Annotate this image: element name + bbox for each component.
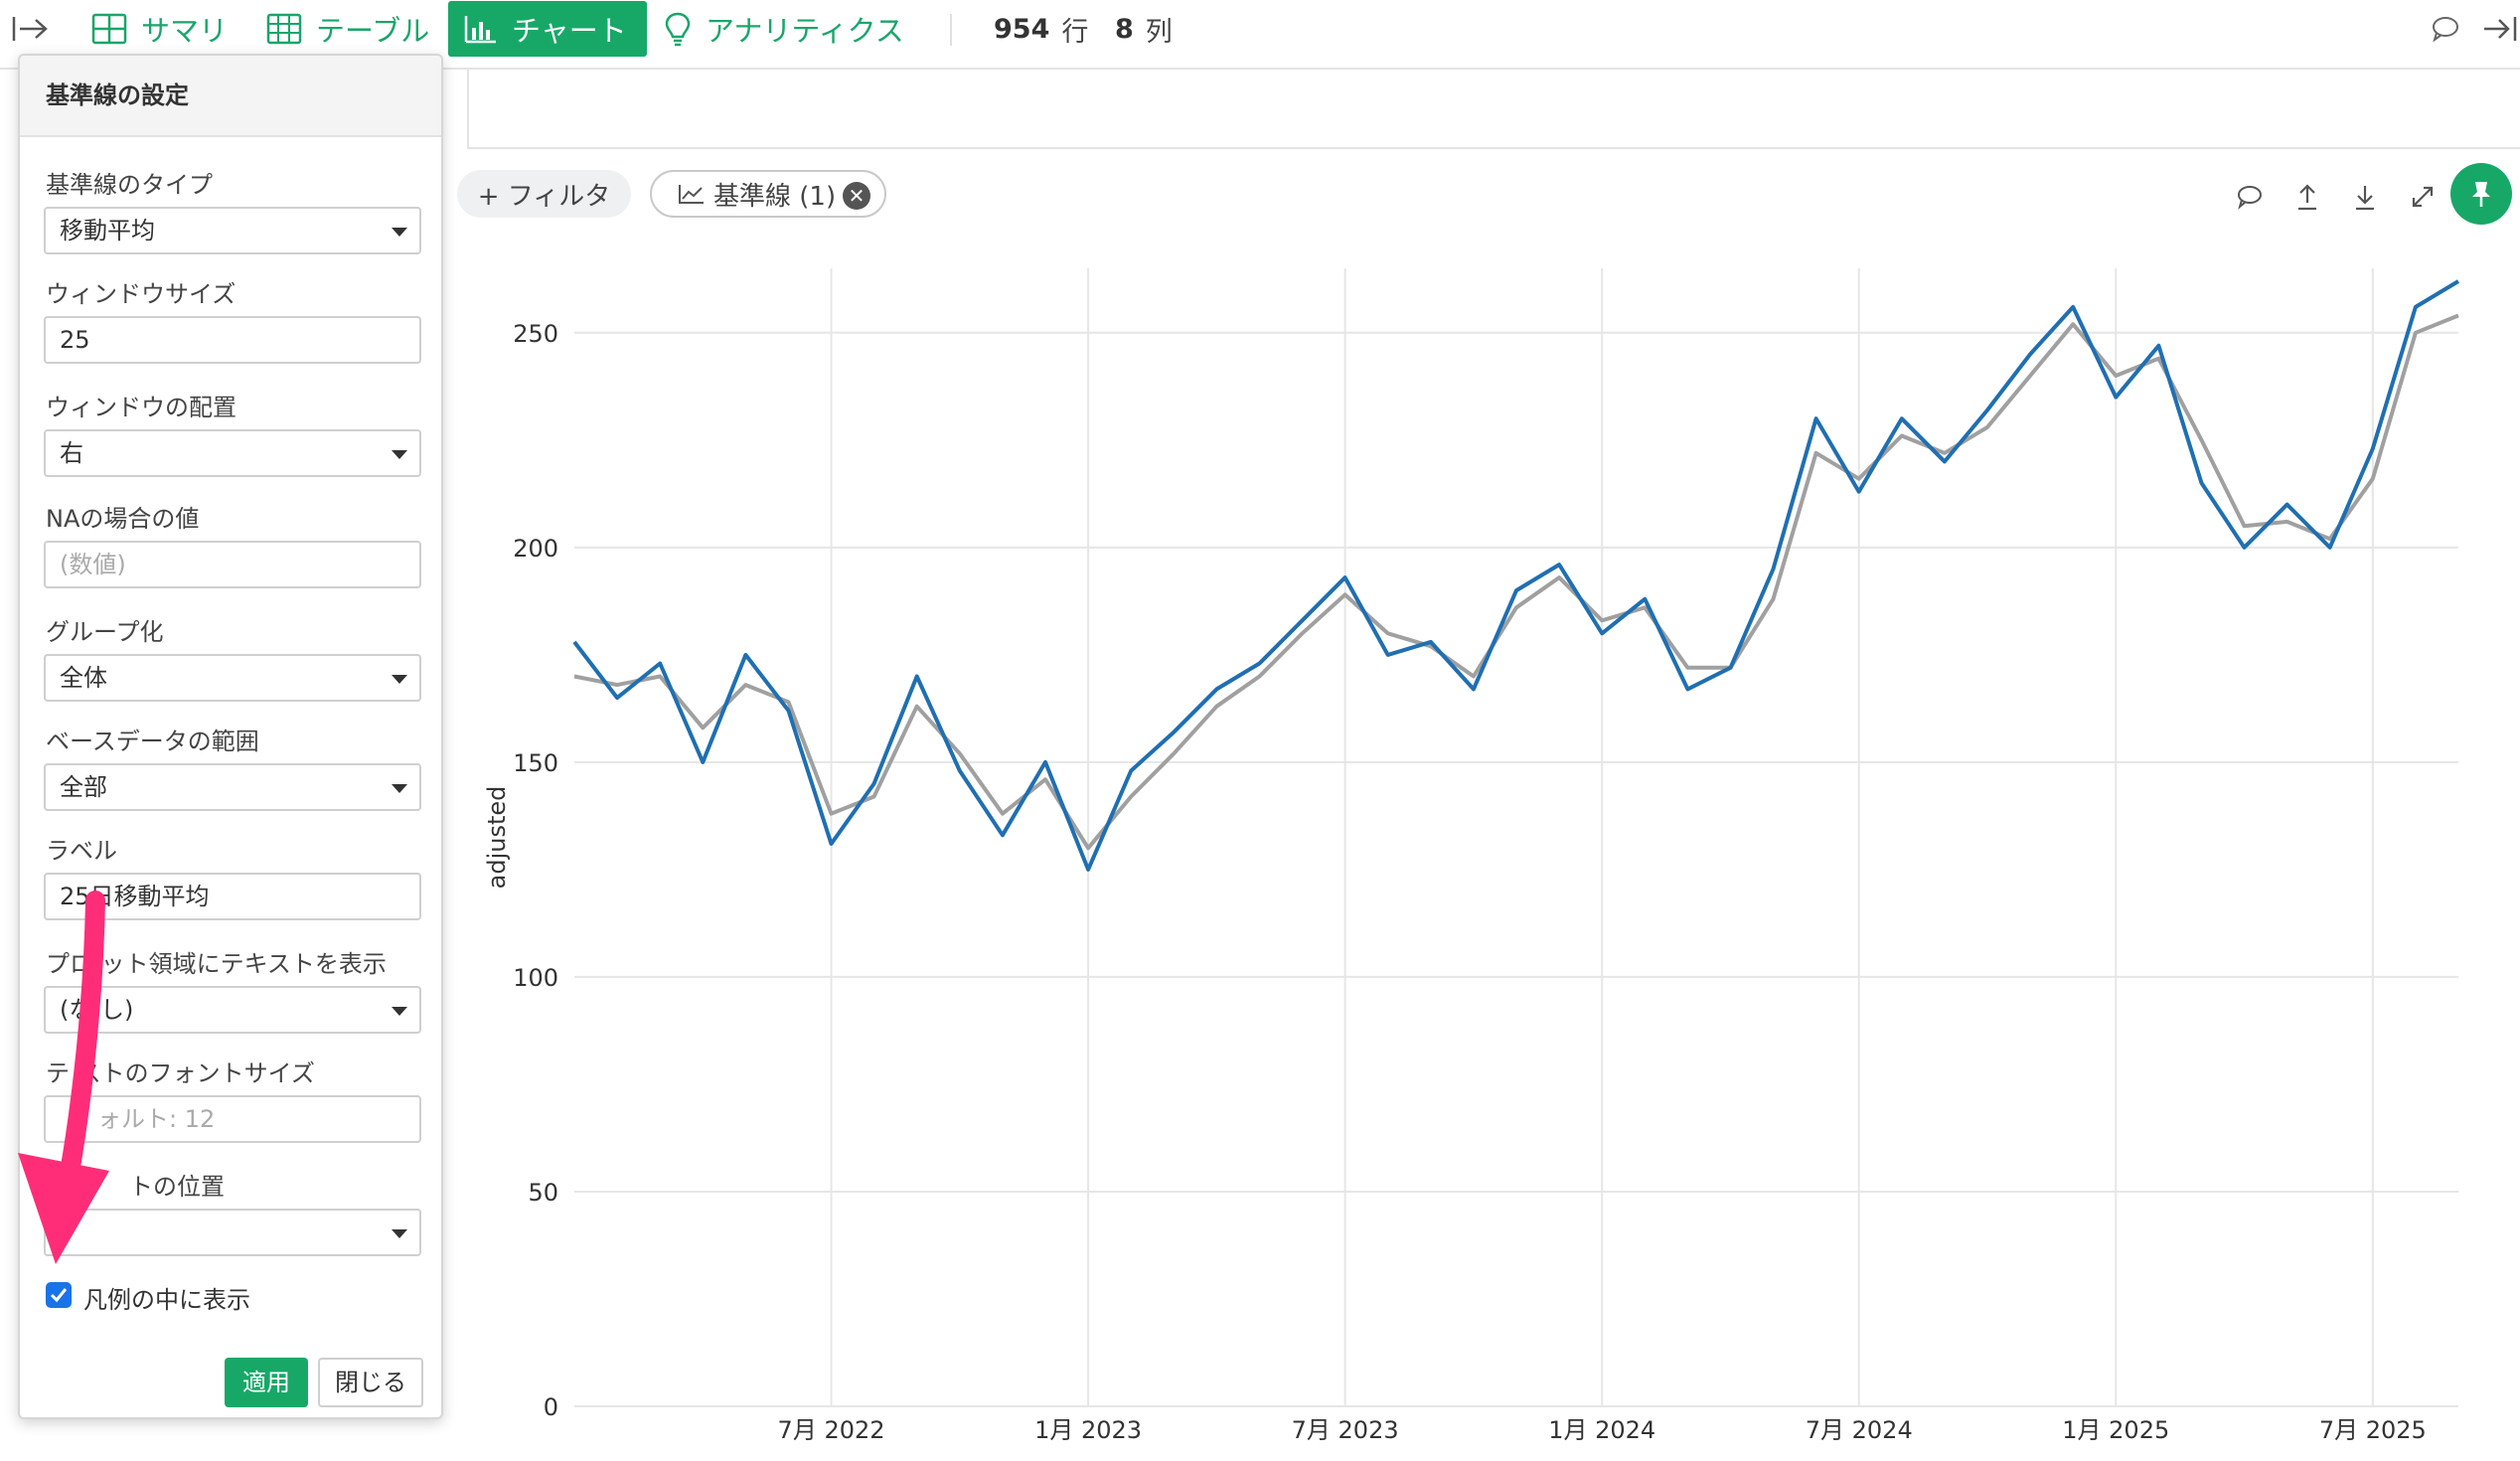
line-chart: 0 50 100 150 200 250 7月 2022 1月 2023 7月 2023 1月 2… — [483, 268, 2460, 1444]
add-filter-label: + フィルタ — [477, 181, 611, 212]
field-label-line-type: 基準線のタイプ — [46, 171, 213, 199]
tab-analytics-label: アナリティクス — [706, 14, 904, 48]
collapse-sidebar-icon[interactable] — [12, 0, 50, 58]
window-align-select[interactable]: 右 — [44, 429, 421, 477]
tab-table-label: テーブル — [316, 14, 430, 48]
adjusted-series-line — [572, 279, 2460, 872]
x-tick-label: 7月 2025 — [2319, 1416, 2427, 1444]
tab-summary-label: サマリ — [141, 14, 229, 48]
remove-chip-icon[interactable]: ✕ — [843, 182, 870, 210]
window-size-input[interactable]: 25 — [44, 316, 421, 364]
lightbulb-icon — [664, 11, 692, 47]
field-label-na-value: NAの場合の値 — [46, 505, 200, 533]
line-type-value: 移動平均 — [60, 217, 155, 244]
reference-line-chip[interactable]: 基準線 (1) ✕ — [650, 170, 886, 218]
comment-icon[interactable] — [2431, 0, 2460, 58]
row-count-value: 954 — [994, 13, 1050, 45]
y-axis-label: adjusted — [483, 786, 511, 890]
na-value-placeholder: (数値) — [60, 551, 126, 578]
column-count-value: 8 — [1115, 13, 1134, 45]
x-tick-label: 7月 2024 — [1806, 1416, 1913, 1444]
tab-table[interactable]: テーブル — [266, 0, 429, 58]
field-label-font-size: テ ストのフォントサイズ — [46, 1059, 315, 1087]
pin-icon — [2468, 179, 2494, 209]
table-icon — [266, 13, 302, 45]
window-align-value: 右 — [60, 439, 83, 467]
label-value: 25日移動平均 — [60, 883, 210, 910]
row-count: 954 行 — [994, 0, 1088, 58]
show-in-legend-label: 凡例の中に表示 — [83, 1286, 250, 1314]
y-tick-label: 100 — [513, 964, 558, 992]
chevron-down-icon — [392, 675, 407, 684]
y-tick-label: 200 — [513, 535, 558, 563]
fullscreen-icon[interactable] — [2405, 179, 2441, 215]
grouping-value: 全体 — [60, 664, 107, 692]
na-value-input[interactable]: (数値) — [44, 541, 421, 588]
line-chart-icon — [678, 183, 706, 205]
close-button[interactable]: 閉じる — [318, 1358, 423, 1407]
panel-title: 基準線の設定 — [20, 56, 441, 137]
checkmark-icon — [49, 1286, 69, 1304]
reference-line-settings-panel: 基準線の設定 基準線のタイプ 移動平均 ウィンドウサイズ 25 ウィンドウの配置… — [18, 54, 443, 1419]
field-label-window-align: ウィンドウの配置 — [46, 394, 236, 421]
field-label-label: ラベル — [46, 837, 117, 865]
window-size-value: 25 — [60, 326, 90, 354]
chevron-down-icon — [392, 1007, 407, 1016]
x-tick-label: 1月 2025 — [2062, 1416, 2169, 1444]
y-tick-label: 50 — [528, 1179, 558, 1207]
tab-strip-border — [467, 147, 2520, 149]
font-size-placeholder: ォルト: 12 — [97, 1105, 216, 1133]
line-type-select[interactable]: 移動平均 — [44, 207, 421, 254]
toolbar-divider — [950, 14, 952, 46]
label-input[interactable]: 25日移動平均 — [44, 873, 421, 920]
y-tick-label: 150 — [513, 749, 558, 777]
base-range-select[interactable]: 全部 — [44, 763, 421, 811]
field-label-grouping: グループ化 — [46, 618, 164, 646]
reference-line-chip-label: 基準線 (1) — [713, 181, 837, 212]
expand-panel-icon[interactable] — [2482, 0, 2518, 58]
field-label-window-size: ウィンドウサイズ — [46, 280, 236, 308]
base-range-value: 全部 — [60, 773, 107, 801]
row-count-unit: 行 — [1061, 16, 1089, 48]
field-label-text-position: トの位置 — [129, 1173, 225, 1201]
text-position-select[interactable] — [44, 1209, 421, 1256]
tab-chart-label: チャート — [512, 14, 627, 48]
show-in-legend-checkbox[interactable] — [46, 1282, 72, 1308]
apply-button[interactable]: 適用 — [225, 1358, 308, 1407]
plot-text-select[interactable]: (な し) — [44, 986, 421, 1034]
field-label-base-range: ベースデータの範囲 — [46, 728, 259, 755]
y-tick-label: 250 — [513, 320, 558, 348]
tab-chart[interactable]: チャート — [448, 1, 647, 57]
x-tick-label: 7月 2023 — [1292, 1416, 1399, 1444]
tab-summary[interactable]: サマリ — [91, 0, 228, 58]
chevron-down-icon — [392, 228, 407, 237]
plot-text-value: (な し) — [60, 996, 134, 1024]
chart-comment-icon[interactable] — [2232, 179, 2268, 215]
tab-strip-divider — [467, 70, 469, 149]
chevron-down-icon — [392, 450, 407, 459]
font-size-input[interactable]: ォルト: 12 — [44, 1095, 421, 1143]
chevron-down-icon — [392, 1229, 407, 1238]
pin-button[interactable] — [2450, 163, 2512, 225]
x-tick-label: 7月 2022 — [778, 1416, 885, 1444]
grouping-select[interactable]: 全体 — [44, 654, 421, 702]
tab-analytics[interactable]: アナリティクス — [664, 0, 904, 58]
column-count-unit: 列 — [1145, 16, 1173, 48]
x-tick-label: 1月 2024 — [1548, 1416, 1655, 1444]
y-tick-label: 0 — [544, 1393, 558, 1421]
bar-chart-icon — [464, 14, 498, 44]
column-count: 8 列 — [1115, 0, 1173, 58]
x-tick-label: 1月 2023 — [1034, 1416, 1142, 1444]
upload-icon[interactable] — [2289, 179, 2325, 215]
field-label-plot-text: プロ ット領域にテキストを表示 — [46, 950, 387, 978]
download-icon[interactable] — [2347, 179, 2383, 215]
chevron-down-icon — [392, 784, 407, 793]
summary-grid-icon — [91, 13, 127, 45]
add-filter-button[interactable]: + フィルタ — [457, 170, 631, 218]
